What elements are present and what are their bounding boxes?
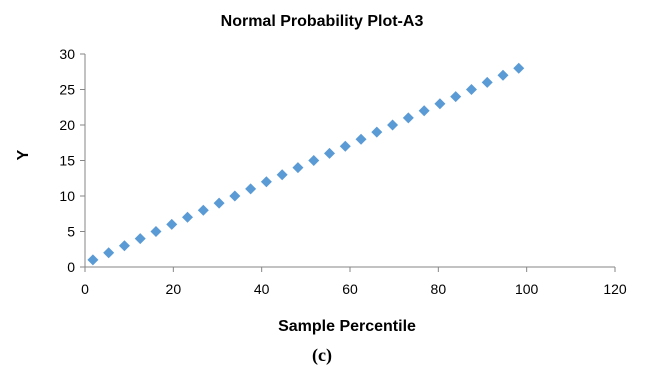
- y-tick-label: 10: [59, 188, 75, 204]
- data-point: [513, 62, 525, 74]
- data-point: [292, 162, 304, 174]
- data-point: [308, 155, 320, 166]
- data-point: [481, 76, 493, 88]
- data-point: [87, 254, 99, 266]
- y-tick-label: 30: [59, 46, 75, 62]
- data-point: [418, 105, 430, 117]
- data-point: [355, 133, 367, 145]
- x-tick-labels: 0 20 40 60 80 100 120: [81, 267, 627, 297]
- y-tick-label: 20: [59, 117, 75, 133]
- x-tick-label: 120: [603, 281, 627, 297]
- y-tick-labels: 0 5 10 15 20 25 30: [59, 46, 85, 275]
- x-tick-label: 40: [254, 281, 270, 297]
- x-tick-label: 60: [342, 281, 358, 297]
- x-tick-label: 80: [431, 281, 447, 297]
- data-point: [387, 119, 399, 131]
- y-tick-label: 25: [59, 82, 75, 98]
- data-point: [134, 233, 146, 245]
- data-point: [213, 197, 225, 209]
- data-point: [402, 112, 414, 124]
- data-point: [182, 211, 194, 223]
- y-axis-label: Y: [15, 149, 32, 160]
- data-point: [339, 140, 351, 152]
- y-tick-label: 15: [59, 153, 75, 169]
- data-point: [371, 126, 383, 138]
- x-tick-label: 0: [81, 281, 89, 297]
- data-point: [276, 169, 288, 181]
- data-point: [166, 218, 178, 230]
- data-point: [465, 84, 477, 95]
- data-point: [118, 240, 130, 252]
- data-points: [87, 62, 525, 266]
- x-tick-label: 100: [515, 281, 539, 297]
- data-point: [103, 247, 115, 259]
- data-point: [324, 147, 336, 159]
- data-point: [260, 176, 272, 188]
- data-point: [197, 204, 209, 216]
- chart-title: Normal Probability Plot-A3: [221, 13, 424, 30]
- data-point: [229, 190, 241, 202]
- y-tick-label: 0: [67, 259, 75, 275]
- data-point: [434, 98, 446, 110]
- data-point: [450, 91, 462, 103]
- x-tick-label: 20: [166, 281, 182, 297]
- x-axis-label: Sample Percentile: [278, 318, 416, 335]
- data-point: [150, 226, 162, 237]
- data-point: [245, 183, 257, 195]
- y-tick-label: 5: [67, 224, 75, 240]
- data-point: [497, 69, 509, 81]
- figure-caption: (c): [312, 345, 332, 366]
